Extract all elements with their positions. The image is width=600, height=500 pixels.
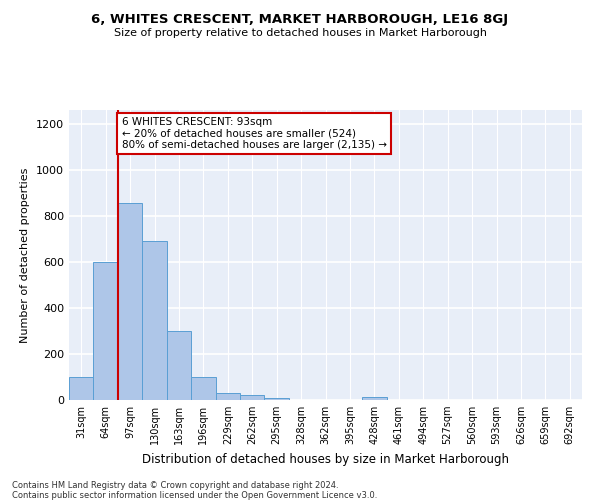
Text: 6 WHITES CRESCENT: 93sqm
← 20% of detached houses are smaller (524)
80% of semi-: 6 WHITES CRESCENT: 93sqm ← 20% of detach… <box>122 117 386 150</box>
Bar <box>142 241 167 400</box>
Text: Size of property relative to detached houses in Market Harborough: Size of property relative to detached ho… <box>113 28 487 38</box>
Bar <box>215 392 240 400</box>
Bar <box>265 398 289 400</box>
Text: Contains public sector information licensed under the Open Government Licence v3: Contains public sector information licen… <box>12 491 377 500</box>
Text: 6, WHITES CRESCENT, MARKET HARBOROUGH, LE16 8GJ: 6, WHITES CRESCENT, MARKET HARBOROUGH, L… <box>91 12 509 26</box>
Bar <box>240 395 265 400</box>
Text: Contains HM Land Registry data © Crown copyright and database right 2024.: Contains HM Land Registry data © Crown c… <box>12 481 338 490</box>
Bar <box>94 262 118 400</box>
X-axis label: Distribution of detached houses by size in Market Harborough: Distribution of detached houses by size … <box>142 452 509 466</box>
Bar <box>191 377 215 400</box>
Bar <box>69 377 94 400</box>
Bar <box>118 203 142 400</box>
Bar <box>167 331 191 400</box>
Bar <box>362 397 386 400</box>
Y-axis label: Number of detached properties: Number of detached properties <box>20 168 31 342</box>
